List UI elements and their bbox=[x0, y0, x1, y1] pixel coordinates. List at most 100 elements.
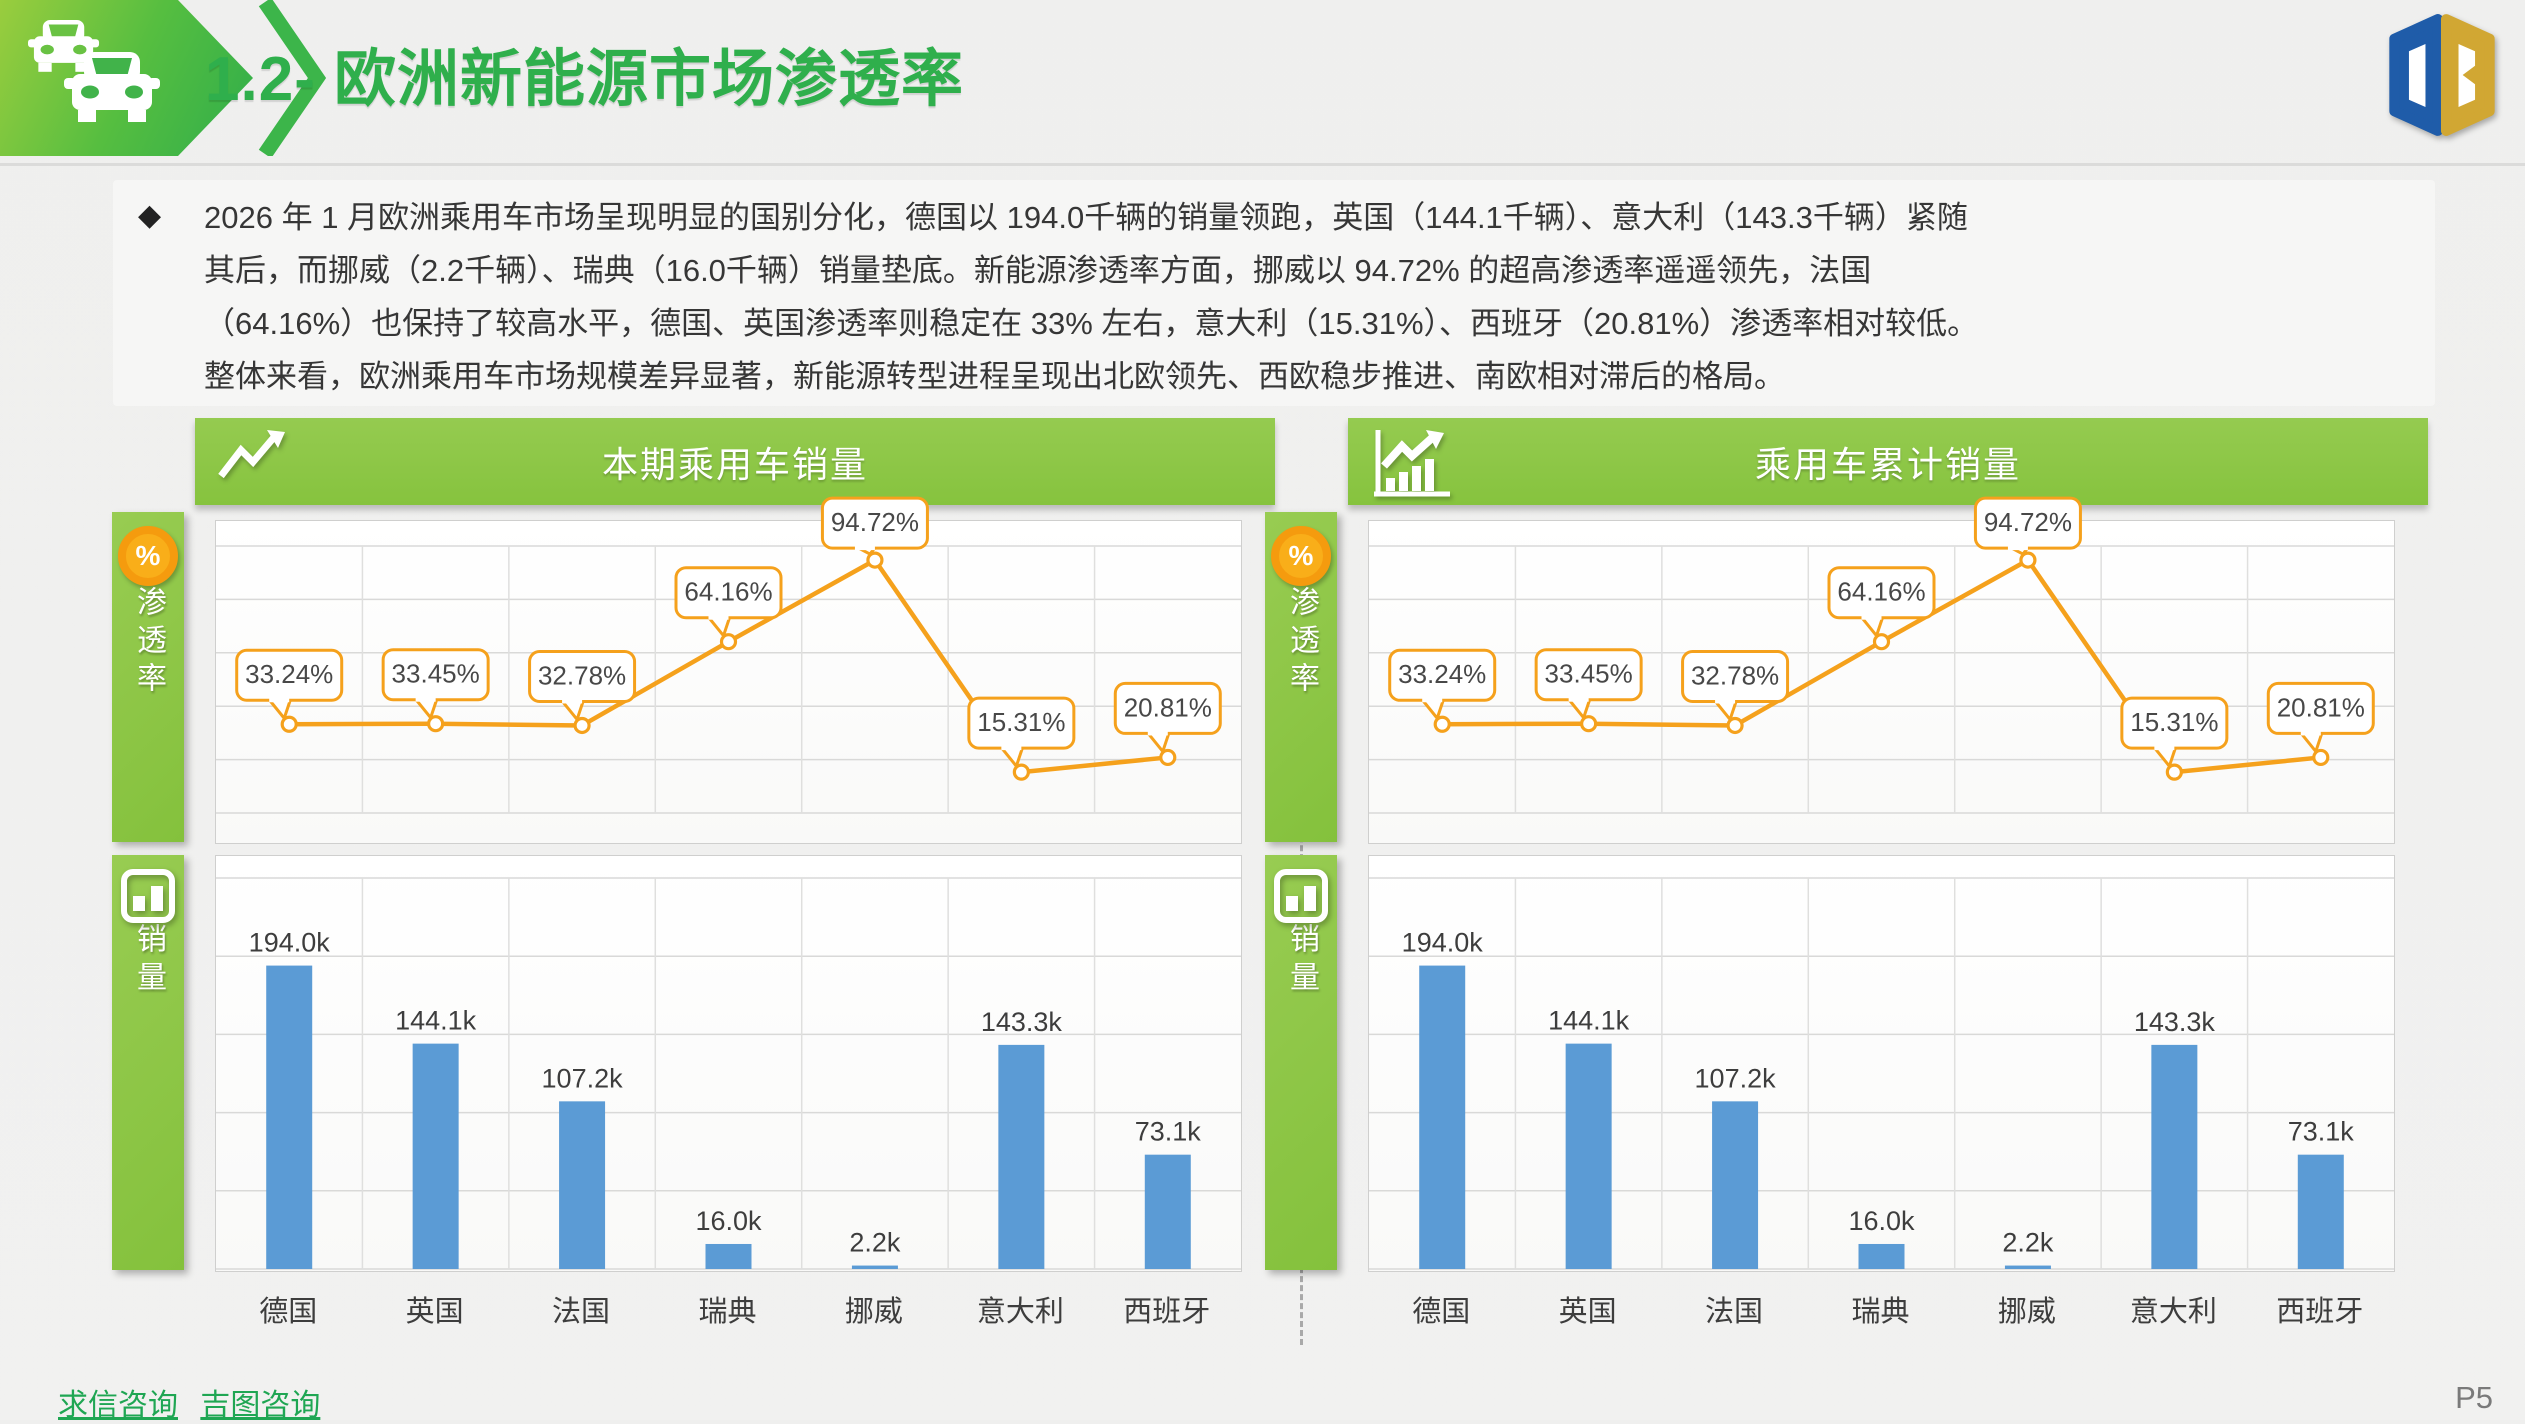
summary-line: 其后，而挪威（2.2千辆）、瑞典（16.0千辆）销量垫底。新能源渗透率方面，挪威… bbox=[204, 253, 1872, 288]
header-divider bbox=[0, 163, 2525, 166]
data-callout: 64.16% bbox=[1827, 566, 1936, 639]
bar bbox=[998, 1044, 1045, 1269]
sales-label: 销量 bbox=[1285, 923, 1318, 999]
bar bbox=[2004, 1265, 2051, 1269]
panel-title: 乘用车累计销量 bbox=[1754, 443, 2021, 485]
bar bbox=[1712, 1101, 1759, 1269]
category-axis: 德国 英国 法国 瑞典 挪威 意大利 西班牙 bbox=[1368, 1282, 2393, 1328]
data-callout: 33.45% bbox=[1534, 648, 1643, 721]
category-label: 挪威 bbox=[844, 1296, 903, 1328]
bar-chart-icon bbox=[1274, 869, 1328, 923]
category-label: 瑞典 bbox=[698, 1296, 757, 1328]
page-number: P5 bbox=[2455, 1380, 2493, 1415]
data-callout: 94.72% bbox=[1973, 496, 2082, 557]
bar bbox=[2297, 1154, 2344, 1269]
svg-text:15.31%: 15.31% bbox=[2130, 707, 2218, 737]
bar bbox=[2151, 1044, 2198, 1269]
bar-value-label: 143.3k bbox=[981, 1007, 1063, 1037]
data-callout: 20.81% bbox=[2266, 681, 2375, 755]
bar-value-label: 144.1k bbox=[1548, 1006, 1630, 1036]
svg-text:94.72%: 94.72% bbox=[1984, 507, 2072, 537]
category-label: 德国 bbox=[1412, 1296, 1471, 1328]
data-callout: 33.24% bbox=[1388, 648, 1497, 722]
bar-value-label: 143.3k bbox=[2134, 1007, 2216, 1037]
penetration-sidebar: % 渗透率 bbox=[112, 512, 184, 842]
bar-value-label: 2.2k bbox=[2002, 1228, 2054, 1258]
data-callout: 64.16% bbox=[674, 566, 783, 639]
bar bbox=[705, 1243, 752, 1269]
summary-line: 整体来看，欧洲乘用车市场规模差异显著，新能源转型进程呈现出北欧领先、西欧稳步推进… bbox=[204, 359, 1785, 394]
bar bbox=[1858, 1243, 1905, 1269]
data-callout: 20.81% bbox=[1113, 681, 1222, 755]
sales-bar-chart: 194.0k 144.1k 107.2k 16.0k 2.2k 143.3k 73.1k bbox=[215, 855, 1242, 1272]
category-label: 英国 bbox=[1558, 1296, 1617, 1328]
summary-bullet: ◆ bbox=[138, 199, 162, 232]
svg-text:20.81%: 20.81% bbox=[1124, 692, 1212, 722]
data-callout: 94.72% bbox=[820, 496, 929, 557]
bar-value-label: 194.0k bbox=[249, 928, 331, 958]
penetration-line-chart: 33.24% 33.45% 32.78% 64.16% 94.72% 15.31% 20.8… bbox=[1368, 496, 2395, 844]
svg-text:15.31%: 15.31% bbox=[977, 707, 1065, 737]
svg-text:33.24%: 33.24% bbox=[245, 659, 333, 689]
svg-text:94.72%: 94.72% bbox=[831, 507, 919, 537]
bar bbox=[1144, 1154, 1191, 1269]
bar-value-label: 16.0k bbox=[695, 1206, 762, 1236]
category-label: 挪威 bbox=[1997, 1296, 2056, 1328]
bar-value-label: 107.2k bbox=[1695, 1063, 1777, 1093]
bar-value-label: 194.0k bbox=[1402, 928, 1484, 958]
bar-chart-icon bbox=[121, 869, 175, 923]
data-callout: 33.45% bbox=[381, 648, 490, 721]
panel-header: 乘用车累计销量 bbox=[1348, 418, 2428, 505]
summary-line: （64.16%）也保持了较高水平，德国、英国渗透率则稳定在 33% 左右，意大利… bbox=[204, 306, 1979, 341]
bar bbox=[1419, 965, 1466, 1269]
penetration-line-chart: 33.24% 33.45% 32.78% 64.16% 94.72% 15.31% 20.8… bbox=[215, 496, 1242, 844]
category-label: 德国 bbox=[259, 1296, 318, 1328]
bar-value-label: 73.1k bbox=[2288, 1117, 2355, 1147]
db-logo bbox=[2389, 14, 2495, 136]
svg-text:33.45%: 33.45% bbox=[1545, 659, 1633, 689]
bar bbox=[851, 1265, 898, 1269]
bar-value-label: 107.2k bbox=[542, 1063, 624, 1093]
category-label: 法国 bbox=[1705, 1296, 1764, 1328]
summary-line: 2026 年 1 月欧洲乘用车市场呈现明显的国别分化，德国以 194.0千辆的销… bbox=[204, 200, 1968, 235]
cars-icon bbox=[28, 20, 160, 122]
sales-bar-chart: 194.0k 144.1k 107.2k 16.0k 2.2k 143.3k 73.1k bbox=[1368, 855, 2395, 1272]
category-label: 意大利 bbox=[976, 1296, 1064, 1328]
summary-text: 2026 年 1 月欧洲乘用车市场呈现明显的国别分化，德国以 194.0千辆的销… bbox=[204, 191, 2434, 403]
bar bbox=[559, 1101, 606, 1269]
penetration-label: 渗透率 bbox=[1285, 586, 1318, 700]
svg-text:33.24%: 33.24% bbox=[1398, 659, 1486, 689]
summary-card bbox=[113, 180, 2435, 406]
panel-header: 本期乘用车销量 bbox=[195, 418, 1275, 505]
bar-chart-svg: 194.0k 144.1k 107.2k 16.0k 2.2k 143.3k 73.1k bbox=[216, 877, 1241, 1270]
penetration-sidebar: % 渗透率 bbox=[1265, 512, 1337, 842]
data-callout: 32.78% bbox=[528, 649, 637, 723]
svg-text:33.45%: 33.45% bbox=[392, 659, 480, 689]
category-label: 西班牙 bbox=[1123, 1296, 1211, 1328]
category-label: 西班牙 bbox=[2276, 1296, 2364, 1328]
bar-chart-svg: 194.0k 144.1k 107.2k 16.0k 2.2k 143.3k 73.1k bbox=[1369, 877, 2394, 1270]
bar bbox=[1565, 1043, 1612, 1269]
percent-icon: % bbox=[1271, 526, 1331, 586]
data-callout: 32.78% bbox=[1681, 649, 1790, 723]
bar-trend-icon bbox=[1374, 430, 1450, 497]
footer-link-jitu[interactable]: 吉图咨询 bbox=[200, 1389, 321, 1422]
sales-sidebar: 销量 bbox=[1265, 855, 1337, 1270]
line-chart-svg: 33.24% 33.45% 32.78% 64.16% 94.72% 15.31% 20.8… bbox=[1369, 496, 2394, 814]
category-label: 法国 bbox=[552, 1296, 611, 1328]
bar bbox=[266, 965, 313, 1269]
chevron-icon bbox=[258, 0, 327, 156]
panel-current-sales: 本期乘用车销量 % 渗透率 33.24% 33.45% 32.78% 64.16% 94… bbox=[112, 410, 1277, 1350]
panel-title: 本期乘用车销量 bbox=[601, 443, 868, 485]
sales-label: 销量 bbox=[132, 923, 165, 999]
footer-link-qiuxin[interactable]: 求信咨询 bbox=[58, 1389, 178, 1422]
bar-value-label: 16.0k bbox=[1848, 1206, 1915, 1236]
bar-value-label: 73.1k bbox=[1135, 1117, 1202, 1147]
penetration-label: 渗透率 bbox=[132, 586, 165, 700]
bar-value-label: 144.1k bbox=[395, 1006, 477, 1036]
bar bbox=[412, 1043, 459, 1269]
category-label: 意大利 bbox=[2129, 1296, 2217, 1328]
svg-text:20.81%: 20.81% bbox=[2277, 692, 2365, 722]
category-label: 瑞典 bbox=[1851, 1296, 1910, 1328]
svg-text:64.16%: 64.16% bbox=[1837, 577, 1925, 607]
